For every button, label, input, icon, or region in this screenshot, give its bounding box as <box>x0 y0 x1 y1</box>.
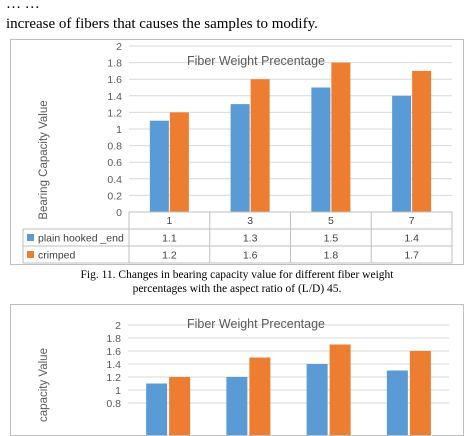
figure-11-caption: Fig. 11. Changes in bearing capacity val… <box>20 268 454 296</box>
paragraph-line-2: increase of fibers that causes the sampl… <box>6 16 318 32</box>
y-tick-label: 0.6 <box>107 157 122 169</box>
bar <box>331 62 351 212</box>
y-tick-label: 1.2 <box>106 372 121 384</box>
paragraph: … … increase of fibers that causes the s… <box>6 0 468 34</box>
y-axis-label: capacity Value <box>38 348 50 422</box>
y-axis-label: Bearing Capacity Value <box>38 100 50 219</box>
y-tick-label: 2 <box>115 320 121 332</box>
y-tick-label: 1.6 <box>107 74 122 86</box>
y-tick-label: 2 <box>116 41 122 53</box>
data-table-value: 1.4 <box>404 233 419 245</box>
bar <box>249 357 271 435</box>
bar <box>169 377 191 435</box>
bar <box>226 377 248 435</box>
bar <box>392 95 412 212</box>
data-table-value: 1.1 <box>162 233 177 245</box>
bar <box>146 383 168 435</box>
y-tick-label: 0 <box>116 207 122 219</box>
y-tick-label: 1 <box>115 385 121 397</box>
y-tick-label: 0.8 <box>106 398 121 410</box>
legend-label: plain hooked _end <box>38 233 124 245</box>
bar-chart-svg: 0.811.21.41.61.82 Fiber Weight Precentage… <box>38 317 449 435</box>
bar <box>230 104 250 212</box>
paragraph-line-1: … … <box>6 0 40 12</box>
x-tick-label: 3 <box>247 215 253 227</box>
legend-swatch <box>27 251 34 258</box>
data-table-value: 1.3 <box>243 233 258 245</box>
bar <box>329 344 351 435</box>
chart-title: Fiber Weight Precentage <box>187 54 325 68</box>
y-tick-label: 1.8 <box>107 58 122 70</box>
bar <box>169 112 189 212</box>
y-tick-label: 0.8 <box>107 141 122 153</box>
y-tick-label: 0.2 <box>107 190 122 202</box>
caption-line-2: percentages with the aspect ratio of (L/… <box>132 283 342 295</box>
x-tick-label: 5 <box>328 215 334 227</box>
data-table-value: 1.6 <box>243 250 258 262</box>
y-tick-label: 1 <box>116 124 122 136</box>
data-table-value: 1.7 <box>404 250 419 262</box>
legend-label: crimped <box>38 250 76 262</box>
data-table-value: 1.5 <box>324 233 339 245</box>
bar <box>409 351 431 435</box>
bar <box>306 364 328 435</box>
y-tick-label: 1.8 <box>106 333 121 345</box>
y-tick-label: 1.2 <box>107 107 122 119</box>
bar-chart-svg: 0 0.2 0.4 0.6 0.8 1 1.2 1.4 1.6 1.8 2 Fiber Weight … <box>22 41 453 264</box>
figure-12-chart: 0.8 1 1.2 1.4 1.6 1.8 2 Fiber Weight Precentage… <box>10 304 464 436</box>
y-tick-label: 0.4 <box>107 174 122 186</box>
data-table-value: 1.2 <box>162 250 177 262</box>
bar <box>386 370 408 435</box>
y-tick-label: 1.6 <box>106 346 121 358</box>
legend-swatch <box>27 234 34 241</box>
x-tick-label: 7 <box>409 215 415 227</box>
x-tick-label: 1 <box>166 215 172 227</box>
bar <box>250 79 270 212</box>
bar <box>412 70 432 213</box>
figure-11-chart: 0 0.2 0.4 0.6 0.8 1 1.2 1.4 1.6 1.8 2 Fiber Weight … <box>10 39 464 265</box>
bar <box>311 87 331 212</box>
y-tick-label: 1.4 <box>107 91 122 103</box>
chart-title: Fiber Weight Precentage <box>187 317 325 331</box>
data-table-value: 1.8 <box>324 250 339 262</box>
y-tick-label: 1.4 <box>106 359 121 371</box>
bar <box>149 120 169 212</box>
caption-line-1: Fig. 11. Changes in bearing capacity val… <box>80 269 394 281</box>
